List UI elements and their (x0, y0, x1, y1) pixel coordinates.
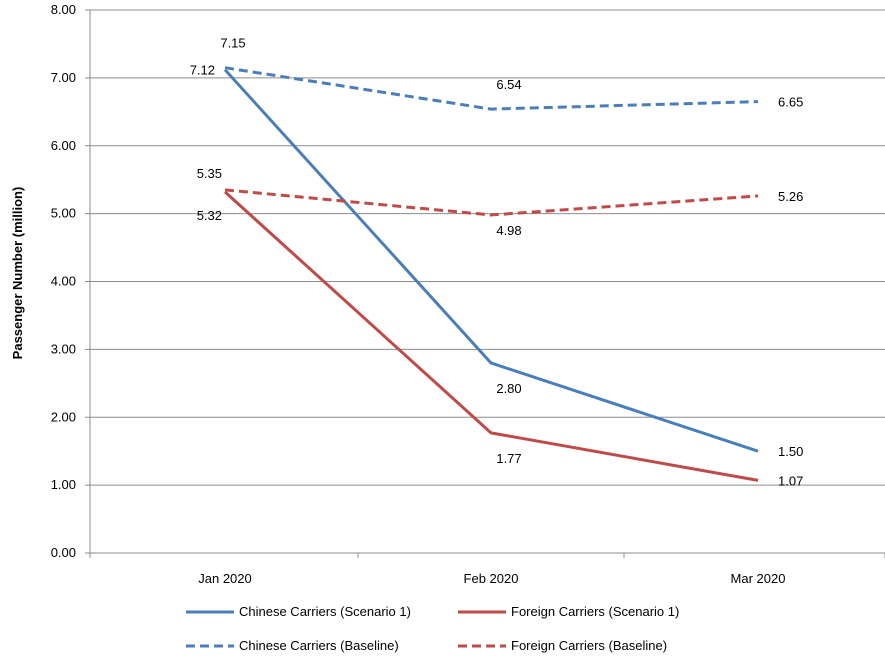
x-tick-label: Feb 2020 (464, 571, 519, 586)
y-tick-label: 3.00 (51, 341, 76, 356)
y-axis-label: Passenger Number (million) (10, 187, 25, 360)
legend: Chinese Carriers (Scenario 1) Foreign Car… (186, 604, 679, 653)
series-line (224, 188, 759, 217)
x-tick-label: Jan 2020 (198, 571, 252, 586)
y-tick-label: 4.00 (51, 274, 76, 289)
data-label: 4.98 (496, 223, 521, 238)
data-label: 2.80 (496, 381, 521, 396)
series-line (223, 190, 759, 482)
data-labels: 7.12 2.80 1.50 5.32 1.77 1.07 7.15 6.54 6.65 5.35… (190, 36, 804, 489)
y-tick-label: 6.00 (51, 138, 76, 153)
series-line (224, 66, 759, 111)
legend-label: Foreign Carriers (Scenario 1) (511, 604, 679, 619)
series-line (223, 68, 759, 453)
data-label: 5.32 (197, 208, 222, 223)
data-label: 5.35 (197, 166, 222, 181)
legend-label: Chinese Carriers (Baseline) (239, 638, 399, 653)
x-axis-ticks: Jan 2020 Feb 2020 Mar 2020 (198, 571, 785, 586)
data-label: 6.54 (496, 77, 521, 92)
y-tick-label: 5.00 (51, 206, 76, 221)
data-label: 1.50 (778, 444, 803, 459)
y-tick-label: 0.00 (51, 545, 76, 560)
data-label: 5.26 (778, 189, 803, 204)
y-tick-label: 7.00 (51, 70, 76, 85)
y-tick-label: 2.00 (51, 409, 76, 424)
legend-label: Chinese Carriers (Scenario 1) (239, 604, 411, 619)
y-tick-label: 8.00 (51, 2, 76, 17)
y-axis-ticks: 0.00 1.00 2.00 3.00 4.00 5.00 6.00 7.00 8.00 (51, 2, 76, 560)
y-tick-label: 1.00 (51, 477, 76, 492)
data-label: 7.15 (220, 36, 245, 51)
series-lines (223, 66, 759, 482)
data-label: 7.12 (190, 63, 215, 78)
data-label: 6.65 (778, 95, 803, 110)
legend-label: Foreign Carriers (Baseline) (511, 638, 667, 653)
data-label: 1.07 (778, 473, 803, 488)
gridlines (85, 9, 885, 558)
data-label: 1.77 (496, 451, 521, 466)
x-tick-label: Mar 2020 (731, 571, 786, 586)
